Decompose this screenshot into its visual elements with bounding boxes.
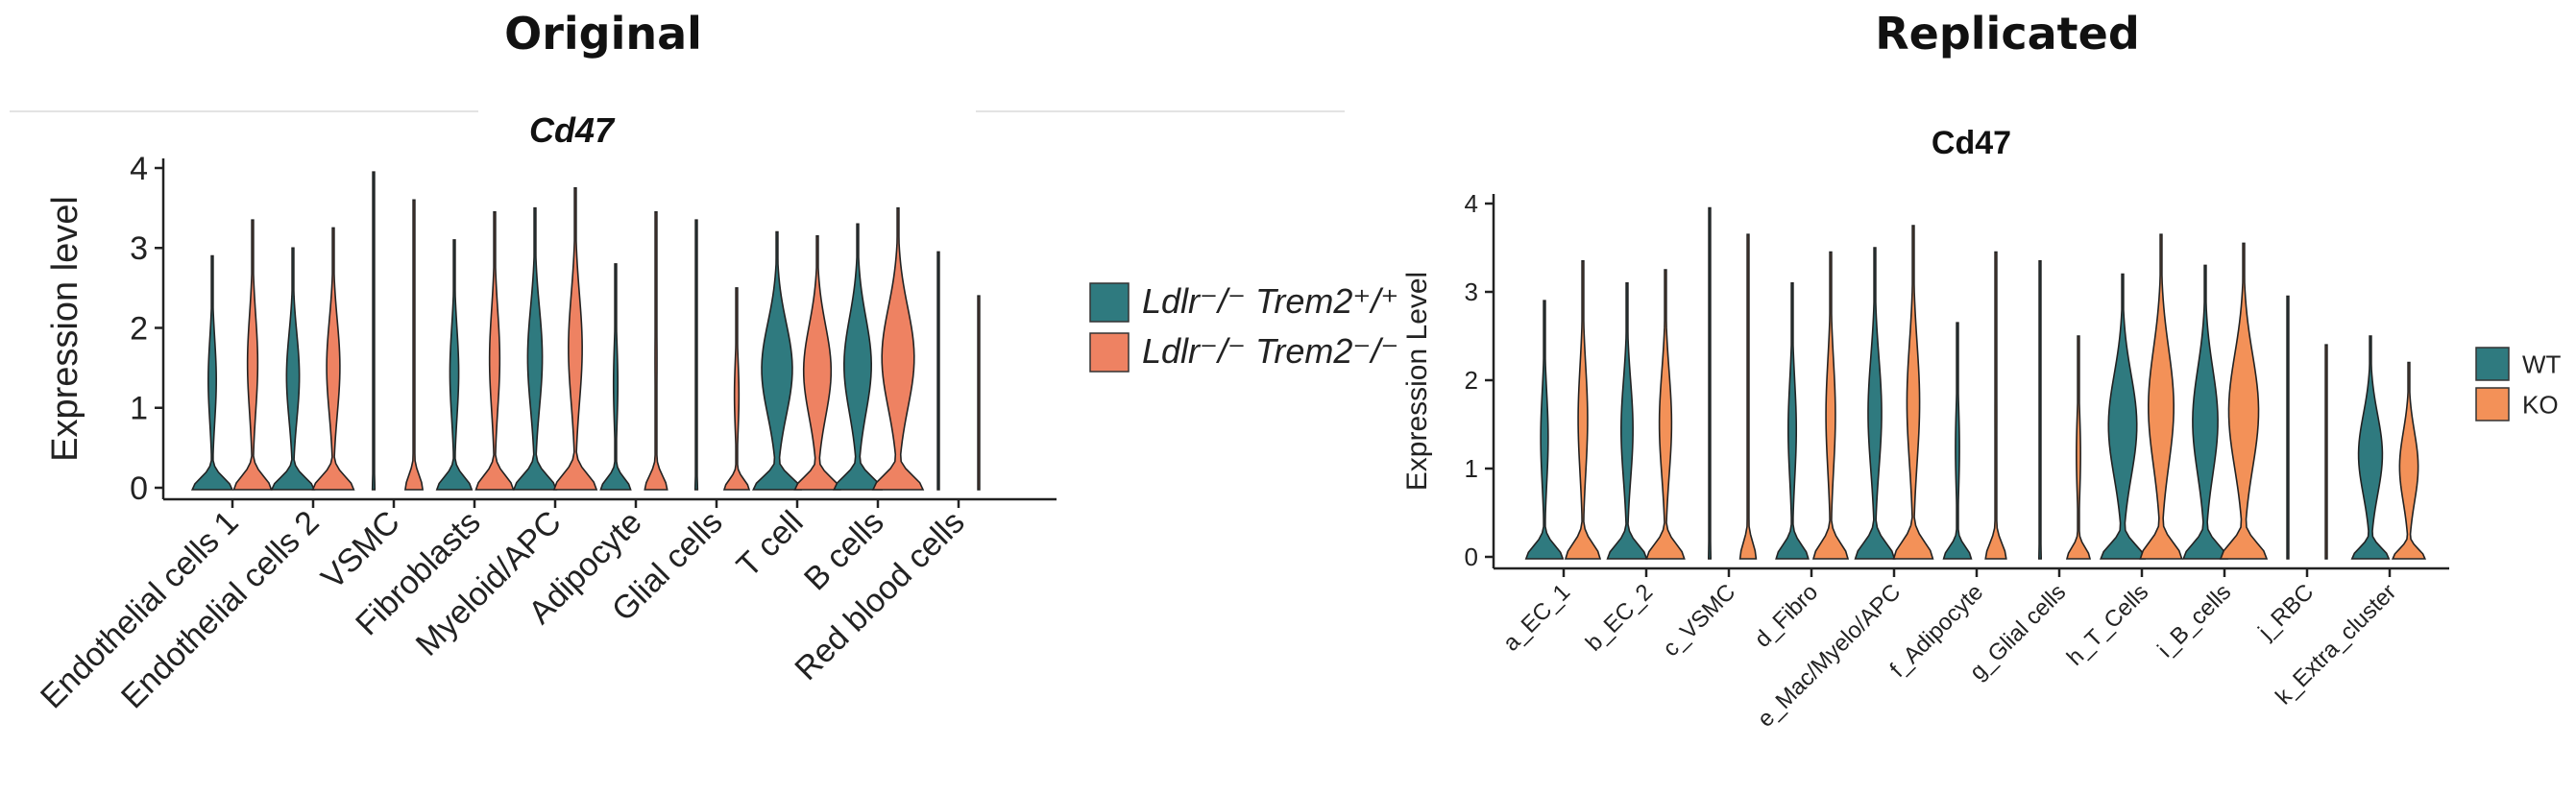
violin-wt-4 bbox=[435, 239, 474, 491]
chart-title: Cd47 bbox=[529, 110, 616, 150]
y-tick-label: 4 bbox=[1465, 189, 1478, 218]
violin-ko-8 bbox=[793, 234, 841, 491]
violin-ko-2 bbox=[1645, 269, 1686, 560]
y-tick-label: 0 bbox=[1465, 542, 1478, 571]
original-heading: Original bbox=[504, 8, 702, 60]
x-tick-label: e_Mac/Myelo/APC bbox=[1753, 579, 1907, 733]
violin-wt-7 bbox=[2037, 260, 2043, 560]
violin-wt-10 bbox=[2286, 295, 2290, 560]
violin-ko-10 bbox=[977, 295, 981, 491]
violin-wt-5 bbox=[1854, 247, 1896, 560]
y-tick-label: 1 bbox=[1465, 454, 1478, 483]
legend-swatch bbox=[1089, 282, 1130, 323]
y-tick-label: 1 bbox=[130, 391, 148, 427]
violin-ko-11 bbox=[2391, 361, 2427, 560]
violin-wt-9 bbox=[833, 223, 883, 491]
violin-ko-10 bbox=[2324, 344, 2328, 560]
violin-ko-4 bbox=[1811, 251, 1850, 560]
y-axis-label: Expression level bbox=[45, 196, 85, 462]
violin-wt-11 bbox=[2350, 335, 2391, 560]
replicated-violin-chart: Cd47 0 1 2 3 4 Expression Level a_EC_1 b_EC_2 c_V… bbox=[1401, 125, 2562, 733]
y-tick-label: 0 bbox=[130, 470, 148, 507]
x-tick-label: j_RBC bbox=[2252, 579, 2319, 645]
y-tick-label: 2 bbox=[1465, 366, 1478, 395]
violin-ko-2 bbox=[311, 227, 355, 491]
x-tick-label: d_Fibro bbox=[1750, 579, 1824, 653]
violin-ko-6 bbox=[644, 210, 668, 491]
violin-wt-3 bbox=[371, 171, 377, 491]
y-tick-label: 3 bbox=[1465, 277, 1478, 306]
replicated-heading: Replicated bbox=[1875, 8, 2140, 60]
violin-wt-3 bbox=[1707, 206, 1713, 560]
legend-swatch bbox=[2475, 347, 2510, 381]
violin-ko-6 bbox=[1984, 251, 2007, 560]
legend-swatch bbox=[1089, 332, 1130, 373]
violin-ko-5 bbox=[552, 187, 598, 491]
x-tick-label: b_EC_2 bbox=[1581, 579, 1658, 656]
violin-ko-9 bbox=[871, 206, 925, 491]
legend-label: Ldlr⁻/⁻ Trem2⁻/⁻ bbox=[1142, 331, 1398, 371]
violin-wt-2 bbox=[1606, 282, 1648, 560]
violin-ko-5 bbox=[1892, 225, 1934, 560]
legend-swatch bbox=[2475, 387, 2510, 422]
violin-ko-7 bbox=[2065, 335, 2092, 560]
violin-wt-6 bbox=[1942, 322, 1973, 560]
violin-ko-3 bbox=[403, 199, 425, 491]
violin-wt-8 bbox=[2100, 273, 2146, 560]
top-divider-left bbox=[10, 110, 478, 112]
y-tick-label: 2 bbox=[130, 310, 148, 347]
violin-ko-1 bbox=[1564, 260, 1602, 560]
y-tick-label: 3 bbox=[130, 230, 148, 267]
violin-ko-1 bbox=[232, 219, 273, 491]
violin-wt-4 bbox=[1775, 282, 1810, 560]
violin-wt-10 bbox=[936, 251, 940, 491]
legend-label: WT bbox=[2522, 350, 2562, 379]
violin-wt-7 bbox=[693, 219, 699, 491]
legend-label: KO bbox=[2522, 391, 2559, 420]
violin-wt-9 bbox=[2182, 264, 2228, 560]
violin-ko-4 bbox=[474, 210, 515, 491]
violin-ko-9 bbox=[2219, 242, 2269, 560]
violin-wt-1 bbox=[190, 254, 234, 491]
x-tick-label: a_EC_1 bbox=[1498, 579, 1575, 656]
x-tick-label: c_VSMC bbox=[1658, 579, 1740, 662]
y-axis-label: Expression Level bbox=[1401, 272, 1433, 491]
violin-wt-1 bbox=[1524, 300, 1565, 560]
legend-label: Ldlr⁻/⁻ Trem2⁺/⁺ bbox=[1142, 281, 1398, 321]
violin-wt-5 bbox=[512, 206, 558, 491]
x-tick-label: h_T_Cells bbox=[2062, 579, 2153, 670]
y-tick-label: 4 bbox=[130, 151, 148, 187]
x-tick-label: i_B_cells bbox=[2152, 579, 2236, 662]
top-divider-right bbox=[976, 110, 1345, 112]
chart-title: Cd47 bbox=[1932, 125, 2011, 161]
violin-ko-7 bbox=[722, 287, 751, 491]
violin-wt-6 bbox=[599, 263, 632, 491]
violin-ko-3 bbox=[1738, 233, 1758, 560]
violin-wt-2 bbox=[270, 247, 316, 491]
violin-ko-8 bbox=[2139, 233, 2183, 560]
violin-wt-8 bbox=[752, 230, 802, 491]
